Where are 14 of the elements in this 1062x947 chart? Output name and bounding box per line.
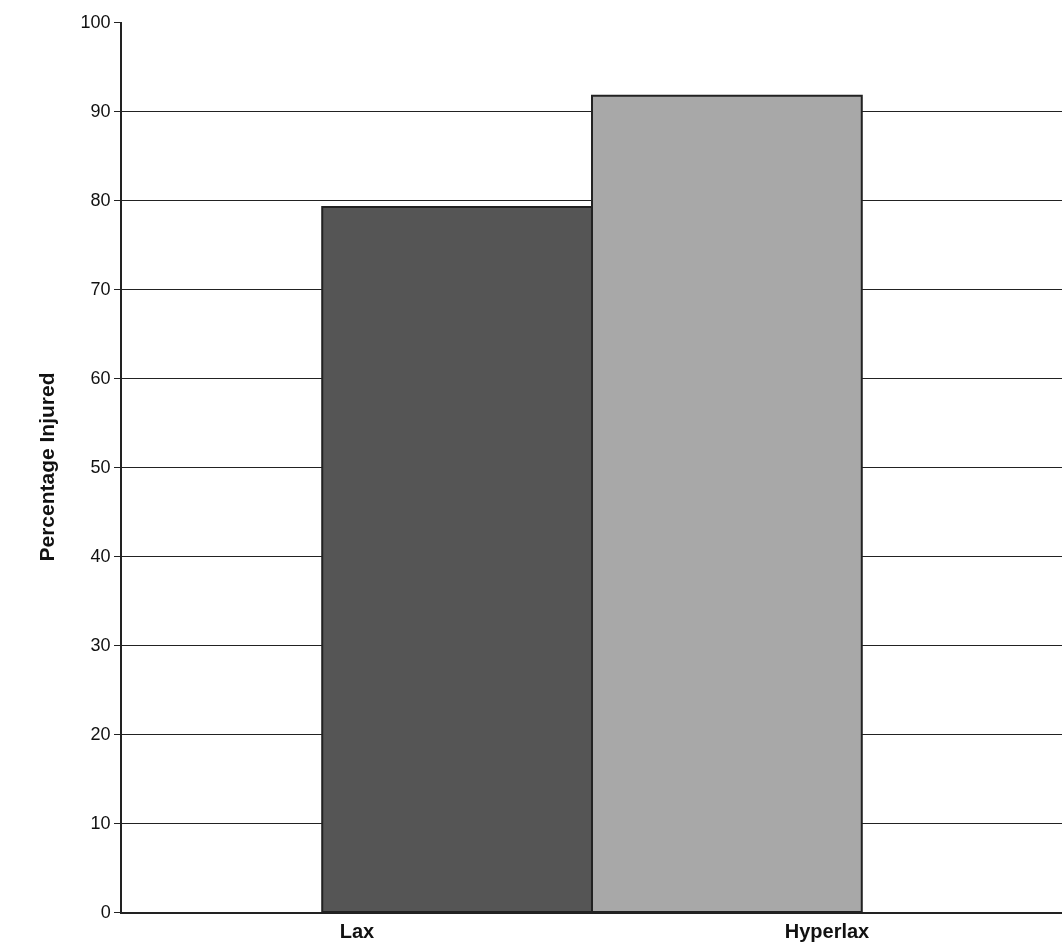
- x-tick-label: Hyperlax: [784, 919, 870, 942]
- y-tick-label: 20: [90, 724, 111, 745]
- x-tick-label: Lax: [339, 919, 375, 942]
- y-tick-label: 30: [90, 635, 111, 656]
- y-tick-label: 0: [100, 902, 111, 923]
- y-tick-label: 10: [90, 813, 111, 834]
- y-tick-label: 50: [90, 457, 111, 478]
- y-tick-label: 70: [90, 279, 111, 300]
- y-axis-title: Percentage Injured: [35, 372, 59, 562]
- y-tick-label: 80: [90, 190, 111, 211]
- y-tick-label: 60: [90, 368, 111, 389]
- y-tick-label: 100: [80, 12, 111, 33]
- y-tick-label: 90: [90, 101, 111, 122]
- y-tick-label: 40: [90, 546, 111, 567]
